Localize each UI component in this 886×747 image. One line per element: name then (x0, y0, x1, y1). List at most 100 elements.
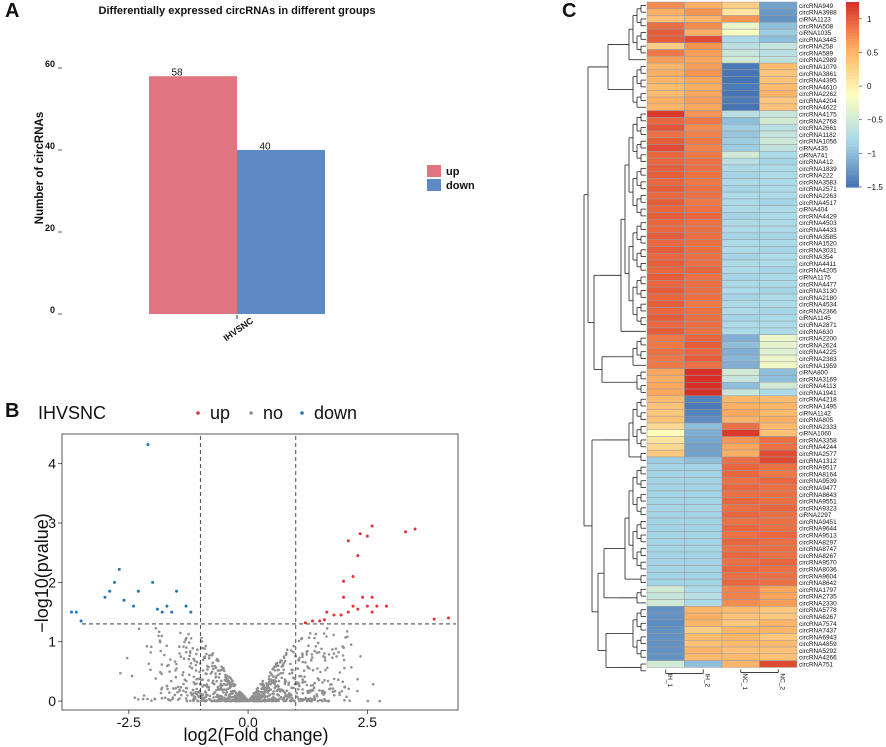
no-point (331, 687, 335, 690)
heatmap-row-label: circRNA1182 (799, 132, 837, 139)
no-point (276, 689, 279, 692)
no-point (329, 687, 332, 690)
heatmap-row-label: circRNA4622 (799, 105, 837, 112)
heatmap-cell (646, 449, 685, 458)
no-point (315, 651, 319, 654)
no-point (301, 660, 305, 664)
heatmap-cell (684, 22, 723, 30)
no-point (174, 669, 177, 672)
heatmap-cell (684, 572, 723, 580)
heatmap-cell (646, 62, 685, 71)
heatmap-cell (646, 103, 685, 111)
legend-gradient-step (846, 122, 859, 126)
down-point (108, 589, 112, 593)
legend-gradient-step (846, 134, 859, 139)
volcano-y-tick-label: 3 (48, 515, 56, 531)
heatmap-cell (759, 320, 798, 329)
no-point (175, 667, 178, 670)
no-point (332, 633, 335, 637)
no-point (320, 647, 323, 651)
no-point (192, 698, 195, 701)
no-point (195, 687, 198, 691)
heatmap-cell (721, 531, 760, 539)
heatmap-cell (646, 123, 685, 132)
heatmap-cell (759, 578, 798, 587)
no-point (296, 688, 300, 691)
heatmap-cell (684, 531, 723, 539)
heatmap-cell (646, 239, 685, 247)
heatmap-cell (684, 646, 723, 655)
bar-y-tick-label: 40 (45, 141, 55, 151)
heatmap-cell (646, 90, 685, 98)
heatmap-row-label: ciRNA1145 (799, 315, 831, 322)
bar-y-tick-label: 60 (45, 59, 55, 69)
heatmap-cell (721, 239, 760, 247)
heatmap-cell (759, 402, 798, 410)
no-point (205, 652, 208, 656)
no-point (196, 648, 199, 651)
heatmap-cell (759, 198, 798, 206)
legend-tick-label: 1 (867, 15, 872, 24)
heatmap-cell (646, 300, 685, 308)
legend-gradient-step (846, 60, 859, 65)
heatmap-cell (721, 103, 760, 111)
heatmap-cell (721, 524, 760, 532)
no-point (201, 646, 205, 650)
heatmap-row-label: circRNA4244 (799, 444, 837, 451)
no-point (343, 685, 347, 689)
no-point (207, 688, 211, 691)
heatmap-cell (684, 619, 723, 627)
heatmap-cell (646, 429, 685, 437)
heatmap-cell (759, 110, 798, 118)
bar-up (149, 76, 237, 314)
no-point (250, 695, 254, 699)
heatmap-cell (721, 130, 760, 139)
no-point (198, 691, 202, 695)
heatmap-cell (646, 314, 685, 322)
heatmap-cell (721, 280, 760, 288)
heatmap-cell (721, 1, 760, 10)
heatmap-row-label: circRNA4218 (799, 397, 837, 404)
heatmap-cell (759, 35, 798, 43)
no-point (167, 663, 170, 667)
no-point (179, 685, 183, 689)
no-point (187, 673, 191, 676)
heatmap-row-label: circRNA4433 (799, 227, 837, 234)
heatmap-cell (721, 28, 760, 37)
heatmap-cell (684, 388, 723, 397)
heatmap-cell (721, 490, 760, 498)
no-point (191, 647, 195, 650)
heatmap-cell (684, 558, 723, 566)
legend-gradient-step (846, 174, 859, 179)
heatmap-cell (759, 76, 798, 84)
down-point (184, 604, 188, 608)
no-point (256, 694, 260, 698)
heatmap-cell (684, 517, 723, 526)
no-point (160, 688, 163, 691)
heatmap-cell (759, 191, 798, 200)
no-point (207, 665, 210, 669)
legend-gradient-step (846, 8, 859, 12)
heatmap-cell (759, 646, 798, 655)
heatmap-cell (721, 123, 760, 132)
heatmap-cell (759, 511, 798, 519)
heatmap-cell (646, 225, 685, 234)
heatmap-row-label: circRNA3358 (799, 437, 837, 444)
no-point (256, 690, 260, 693)
heatmap-cell (646, 96, 685, 105)
heatmap-cell (646, 320, 685, 329)
no-point (238, 690, 241, 693)
no-point (349, 643, 353, 646)
heatmap-cell (684, 8, 723, 16)
heatmap-cell (721, 429, 760, 437)
heatmap-cell (721, 544, 760, 553)
heatmap-cell (721, 415, 760, 424)
up-point (310, 619, 314, 623)
no-point (312, 686, 316, 689)
no-point (296, 695, 299, 699)
heatmap-cell (684, 443, 723, 451)
heatmap-row-label: ciRNA404 (799, 207, 828, 214)
no-point (290, 671, 294, 675)
no-point (202, 655, 206, 659)
heatmap-cell (759, 483, 798, 492)
